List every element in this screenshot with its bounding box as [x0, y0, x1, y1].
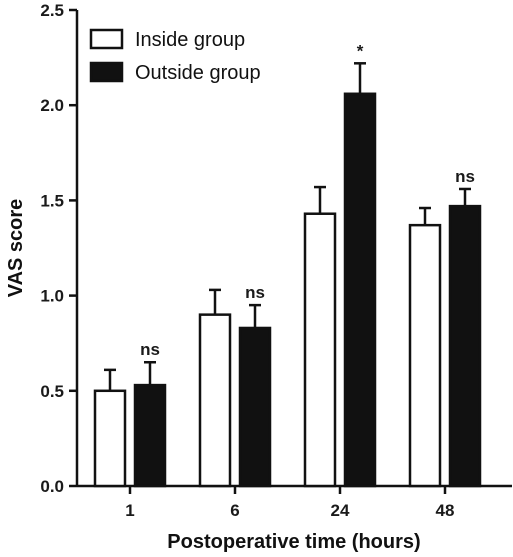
- bar-inside-48: [408, 223, 442, 488]
- significance-label: ns: [245, 283, 265, 302]
- bar-outside-24: [343, 92, 377, 488]
- legend-label-inside: Inside group: [135, 29, 245, 51]
- bar-outside-48: [448, 204, 482, 488]
- y-tick-label: 0.5: [40, 382, 64, 401]
- bar-inside-1: [93, 389, 127, 488]
- x-tick-label: 6: [230, 501, 239, 520]
- legend-swatch-inside: [89, 28, 124, 50]
- y-ticks: 0.0 0.5 1.0 1.5 2.0 2.5: [40, 1, 77, 496]
- bars: [93, 62, 482, 488]
- y-tick-label: 1.5: [40, 191, 64, 210]
- x-tick-label: 48: [436, 501, 455, 520]
- significance-label: ns: [455, 167, 475, 186]
- y-tick-label: 2.0: [40, 96, 64, 115]
- significance-label: ns: [140, 340, 160, 359]
- bar-inside-6: [198, 313, 232, 488]
- x-tick-label: 24: [331, 501, 350, 520]
- y-axis-title: VAS score: [5, 199, 27, 298]
- bar-outside-1: [133, 383, 167, 488]
- x-ticks: 1 6 24 48: [125, 486, 454, 520]
- bar-inside-24: [303, 212, 337, 488]
- legend-swatch-outside: [89, 61, 124, 83]
- legend: Inside group Outside group: [89, 28, 261, 84]
- significance-annotations: ns ns * ns: [140, 41, 475, 359]
- bar-outside-6: [238, 326, 272, 488]
- significance-label: *: [357, 41, 364, 60]
- y-tick-label: 1.0: [40, 287, 64, 306]
- y-tick-label: 2.5: [40, 1, 64, 20]
- x-tick-label: 1: [125, 501, 134, 520]
- legend-label-outside: Outside group: [135, 62, 261, 84]
- y-tick-label: 0.0: [40, 477, 64, 496]
- x-axis-title: Postoperative time (hours): [167, 531, 420, 553]
